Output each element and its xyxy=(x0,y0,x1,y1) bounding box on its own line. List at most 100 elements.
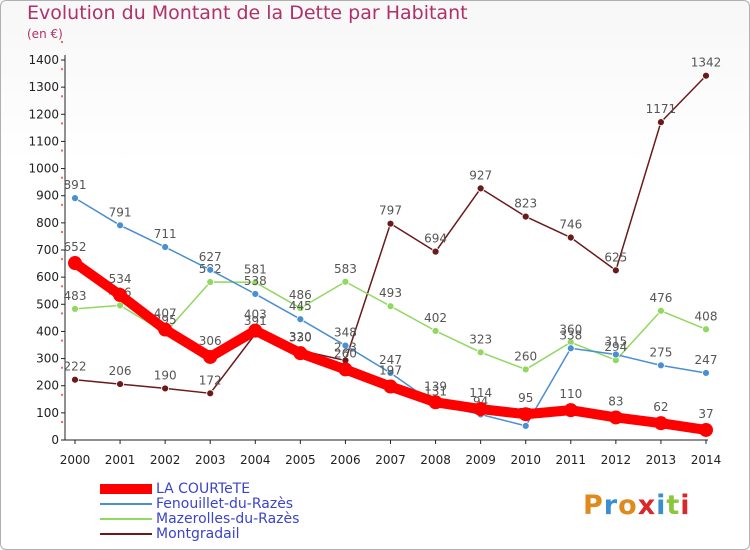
data-label: 83 xyxy=(608,394,623,408)
data-point xyxy=(161,243,170,251)
data-point xyxy=(431,326,440,335)
data-point xyxy=(476,348,485,357)
data-point xyxy=(611,350,620,359)
logo-letter: o xyxy=(618,490,638,521)
logo-letter: t xyxy=(666,490,681,521)
data-point xyxy=(296,304,305,312)
data-point xyxy=(518,407,533,422)
data-label: 694 xyxy=(424,232,447,246)
data-point xyxy=(68,256,82,271)
data-point xyxy=(206,389,215,398)
data-label: 583 xyxy=(334,262,357,276)
data-label: 37 xyxy=(698,407,713,421)
data-label: 403 xyxy=(244,308,267,322)
data-point xyxy=(203,349,218,364)
data-label: 338 xyxy=(559,328,582,342)
x-tick-label: 2008 xyxy=(420,453,451,467)
y-tick-label: 1000 xyxy=(28,162,59,176)
y-tick-label: 800 xyxy=(36,216,59,230)
y-tick-label: 700 xyxy=(36,243,59,257)
legend-swatch xyxy=(100,518,152,520)
data-label: 927 xyxy=(469,168,492,182)
x-tick-label: 2004 xyxy=(240,453,271,467)
x-tick-label: 2012 xyxy=(601,453,632,467)
data-label: 320 xyxy=(289,330,312,344)
data-point xyxy=(563,403,578,418)
y-tick-label: 500 xyxy=(36,297,59,311)
data-label: 95 xyxy=(518,391,533,405)
data-point xyxy=(473,402,488,417)
data-label: 625 xyxy=(604,250,627,264)
legend-label: Mazerolles-du-Razès xyxy=(156,511,300,527)
logo-letter: i xyxy=(656,490,667,521)
data-point xyxy=(702,369,710,377)
x-tick-label: 2003 xyxy=(195,453,226,467)
data-point xyxy=(386,219,395,228)
data-point xyxy=(699,422,713,437)
data-point xyxy=(71,375,79,384)
y-tick-label: 400 xyxy=(36,324,59,338)
y-tick-label: 0 xyxy=(51,433,59,447)
proxiti-logo: Proxiti xyxy=(583,490,691,521)
data-point xyxy=(248,323,263,338)
data-label: 407 xyxy=(154,307,177,321)
data-label: 791 xyxy=(109,205,132,219)
x-tick-label: 2001 xyxy=(105,453,136,467)
legend-swatch xyxy=(100,484,152,494)
y-tick-label: 1200 xyxy=(28,107,59,121)
legend-label: LA COURTeTE xyxy=(156,481,251,497)
data-label: 483 xyxy=(64,289,87,303)
data-point xyxy=(657,306,665,315)
data-label: 360 xyxy=(559,322,582,336)
data-point xyxy=(566,233,575,242)
data-label: 172 xyxy=(199,373,222,387)
data-label: 476 xyxy=(649,291,672,305)
data-point xyxy=(71,304,79,313)
data-label: 131 xyxy=(424,384,447,398)
logo-letter: r xyxy=(603,490,619,521)
data-label: 538 xyxy=(244,274,267,288)
logo-letter: x xyxy=(637,490,657,521)
y-tick-label: 900 xyxy=(36,189,59,203)
data-label: 711 xyxy=(154,227,177,241)
data-label: 445 xyxy=(289,299,312,313)
x-tick-label: 2006 xyxy=(330,453,361,467)
data-label: 486 xyxy=(289,288,312,302)
x-tick-label: 2007 xyxy=(375,453,406,467)
data-label: 114 xyxy=(469,386,492,400)
y-tick-label: 300 xyxy=(36,352,59,366)
data-point xyxy=(116,380,124,388)
legend-label: Montgradail xyxy=(156,526,240,542)
data-point xyxy=(702,325,710,334)
data-label: 402 xyxy=(424,311,447,325)
data-point xyxy=(158,322,173,337)
data-point xyxy=(428,395,443,410)
y-tick-label: 1400 xyxy=(28,53,59,67)
data-point xyxy=(702,71,710,80)
legend-label: Fenouillet-du-Razès xyxy=(156,496,294,512)
data-label: 493 xyxy=(379,286,402,300)
data-point xyxy=(521,421,530,430)
data-point xyxy=(296,315,305,324)
data-point xyxy=(341,277,350,286)
data-point xyxy=(431,247,440,256)
data-label: 823 xyxy=(514,197,537,211)
x-tick-label: 2013 xyxy=(646,453,677,467)
data-label: 348 xyxy=(334,326,357,340)
legend-swatch xyxy=(100,503,152,505)
data-point xyxy=(116,221,124,230)
data-label: 315 xyxy=(604,335,627,349)
data-label: 206 xyxy=(109,364,132,378)
x-tick-label: 2002 xyxy=(150,453,181,467)
y-tick-label: 200 xyxy=(36,379,59,393)
data-point xyxy=(566,344,575,353)
data-label: 891 xyxy=(64,178,87,192)
data-point xyxy=(608,410,623,425)
data-point xyxy=(386,302,395,311)
data-point xyxy=(657,118,665,127)
data-point xyxy=(383,379,398,394)
data-point xyxy=(206,265,215,274)
y-tick-label: 1300 xyxy=(28,80,59,94)
